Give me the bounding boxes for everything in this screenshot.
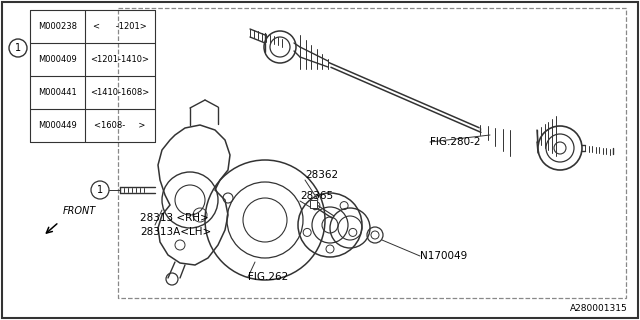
Bar (118, 8, 626, 298)
Text: <1201-1410>: <1201-1410> (90, 55, 150, 64)
Text: M000441: M000441 (38, 88, 77, 97)
Text: FRONT: FRONT (63, 206, 96, 216)
Text: M000238: M000238 (38, 22, 77, 31)
Text: 1: 1 (15, 43, 21, 53)
Circle shape (91, 181, 109, 199)
Text: FIG.280-2: FIG.280-2 (430, 137, 481, 147)
Text: 28313 <RH>
28313A<LH>: 28313 <RH> 28313A<LH> (140, 212, 211, 237)
Text: 1: 1 (97, 185, 103, 195)
Text: 28365: 28365 (300, 191, 333, 201)
Circle shape (9, 39, 27, 57)
Text: <1608-     >: <1608- > (94, 121, 146, 130)
Text: 28362: 28362 (305, 170, 338, 180)
Text: FIG.262: FIG.262 (248, 272, 288, 282)
Text: M000449: M000449 (38, 121, 77, 130)
Text: <1410-1608>: <1410-1608> (90, 88, 150, 97)
Text: N170049: N170049 (420, 251, 467, 261)
Text: <      -1201>: < -1201> (93, 22, 147, 31)
Bar (310, 200, 317, 208)
Text: A280001315: A280001315 (570, 304, 628, 313)
Text: M000409: M000409 (38, 55, 77, 64)
